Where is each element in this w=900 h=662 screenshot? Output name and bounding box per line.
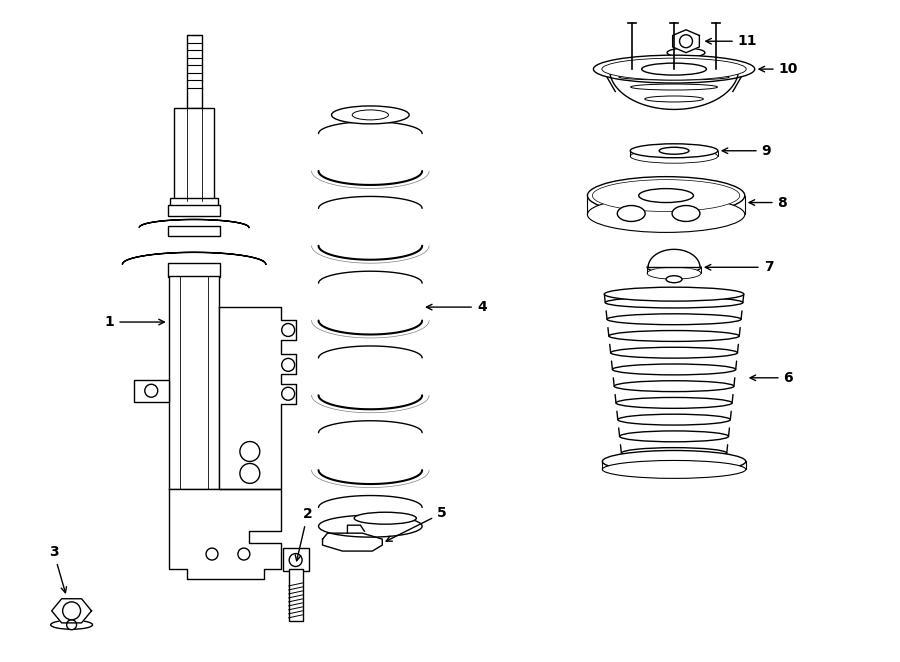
Text: 1: 1 <box>104 315 165 329</box>
Bar <box>134 380 168 402</box>
Text: 8: 8 <box>749 195 788 210</box>
Ellipse shape <box>619 74 729 80</box>
Circle shape <box>240 463 260 483</box>
Ellipse shape <box>614 381 734 392</box>
Ellipse shape <box>647 261 701 273</box>
Polygon shape <box>648 250 700 267</box>
Ellipse shape <box>352 110 389 120</box>
Polygon shape <box>609 69 739 109</box>
Ellipse shape <box>593 55 755 83</box>
Ellipse shape <box>592 179 740 211</box>
Ellipse shape <box>607 314 741 324</box>
Text: 5: 5 <box>386 506 446 541</box>
Polygon shape <box>51 598 92 623</box>
Ellipse shape <box>621 448 726 459</box>
Polygon shape <box>122 252 266 264</box>
Text: 9: 9 <box>722 144 771 158</box>
Text: 3: 3 <box>49 545 67 592</box>
Ellipse shape <box>605 297 742 308</box>
Bar <box>168 263 220 277</box>
Ellipse shape <box>616 397 732 408</box>
Circle shape <box>67 620 76 630</box>
Ellipse shape <box>617 205 645 222</box>
Polygon shape <box>140 220 248 228</box>
Polygon shape <box>672 30 699 53</box>
Circle shape <box>282 324 294 336</box>
Ellipse shape <box>630 144 718 158</box>
Circle shape <box>680 34 692 48</box>
Circle shape <box>282 387 294 401</box>
Bar <box>175 108 214 201</box>
Ellipse shape <box>647 267 701 279</box>
Text: 6: 6 <box>750 371 793 385</box>
Ellipse shape <box>642 63 706 75</box>
Text: 7: 7 <box>706 260 773 274</box>
Ellipse shape <box>588 177 745 214</box>
Bar <box>168 276 220 489</box>
Bar <box>283 548 309 571</box>
Circle shape <box>238 548 250 560</box>
Text: 4: 4 <box>427 300 487 314</box>
Bar <box>170 197 219 205</box>
Ellipse shape <box>666 276 682 283</box>
Ellipse shape <box>612 364 735 375</box>
Bar <box>186 35 202 108</box>
Bar <box>289 569 302 621</box>
Ellipse shape <box>50 620 93 630</box>
Circle shape <box>206 548 218 560</box>
Circle shape <box>240 442 260 461</box>
Text: 11: 11 <box>706 34 757 48</box>
Ellipse shape <box>588 197 745 232</box>
Ellipse shape <box>619 431 728 442</box>
Circle shape <box>289 553 302 567</box>
Ellipse shape <box>610 348 737 358</box>
Ellipse shape <box>602 461 746 479</box>
Text: 2: 2 <box>295 507 312 561</box>
Ellipse shape <box>617 414 730 425</box>
Polygon shape <box>168 489 281 579</box>
Ellipse shape <box>602 451 746 473</box>
Polygon shape <box>322 533 382 551</box>
Polygon shape <box>220 406 281 489</box>
Ellipse shape <box>331 106 410 124</box>
Ellipse shape <box>604 287 743 301</box>
Circle shape <box>63 602 81 620</box>
Ellipse shape <box>602 58 746 80</box>
Circle shape <box>282 358 294 371</box>
Bar <box>168 205 220 216</box>
Ellipse shape <box>608 330 739 342</box>
Ellipse shape <box>319 515 422 537</box>
Ellipse shape <box>667 48 705 57</box>
Ellipse shape <box>639 189 694 203</box>
Ellipse shape <box>355 512 417 524</box>
Ellipse shape <box>631 84 717 90</box>
Ellipse shape <box>672 205 700 222</box>
Ellipse shape <box>630 149 718 164</box>
Ellipse shape <box>659 147 689 154</box>
Polygon shape <box>220 307 296 489</box>
Bar <box>168 226 220 236</box>
Circle shape <box>145 384 158 397</box>
Text: 10: 10 <box>759 62 798 76</box>
Ellipse shape <box>644 96 704 102</box>
